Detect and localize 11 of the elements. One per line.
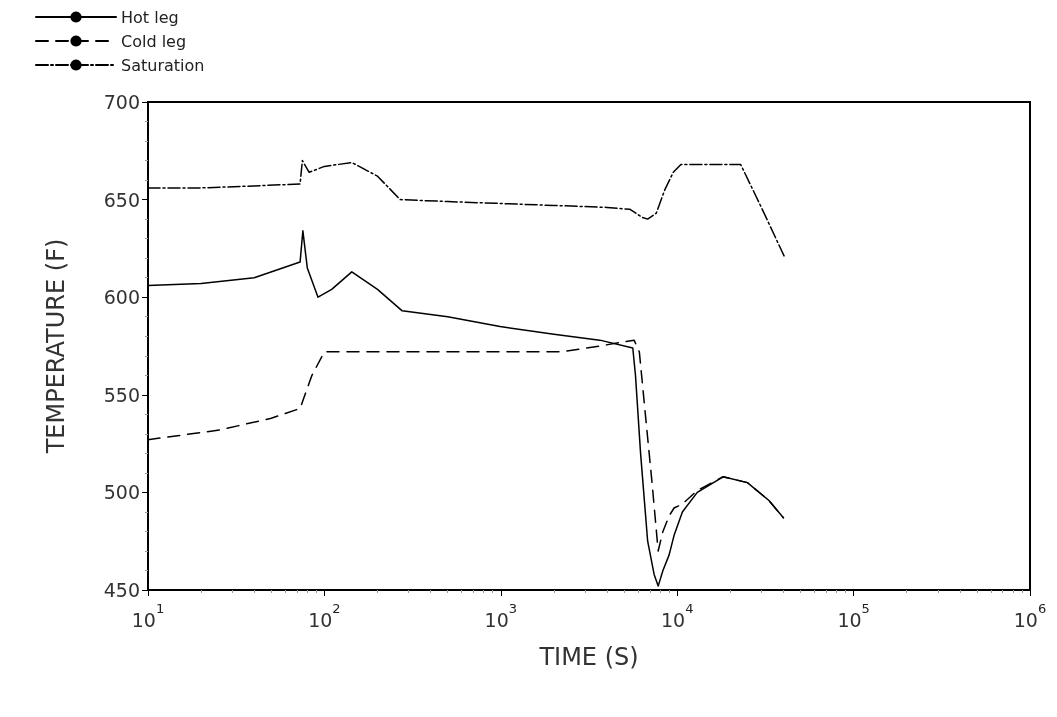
- y-tick-label: 600: [103, 286, 140, 309]
- y-tick-label: 650: [103, 188, 140, 211]
- legend-label: Saturation: [121, 55, 205, 75]
- x-axis-title: TIME (S): [538, 643, 639, 671]
- y-axis-title: TEMPERATURE (F): [42, 238, 70, 455]
- legend-label: Hot leg: [121, 7, 179, 27]
- y-tick-label: 500: [103, 481, 140, 504]
- legend-label: Cold leg: [121, 31, 187, 51]
- y-tick-label: 700: [103, 91, 140, 113]
- y-tick-label: 450: [103, 579, 140, 601]
- y-tick-label: 550: [103, 383, 140, 406]
